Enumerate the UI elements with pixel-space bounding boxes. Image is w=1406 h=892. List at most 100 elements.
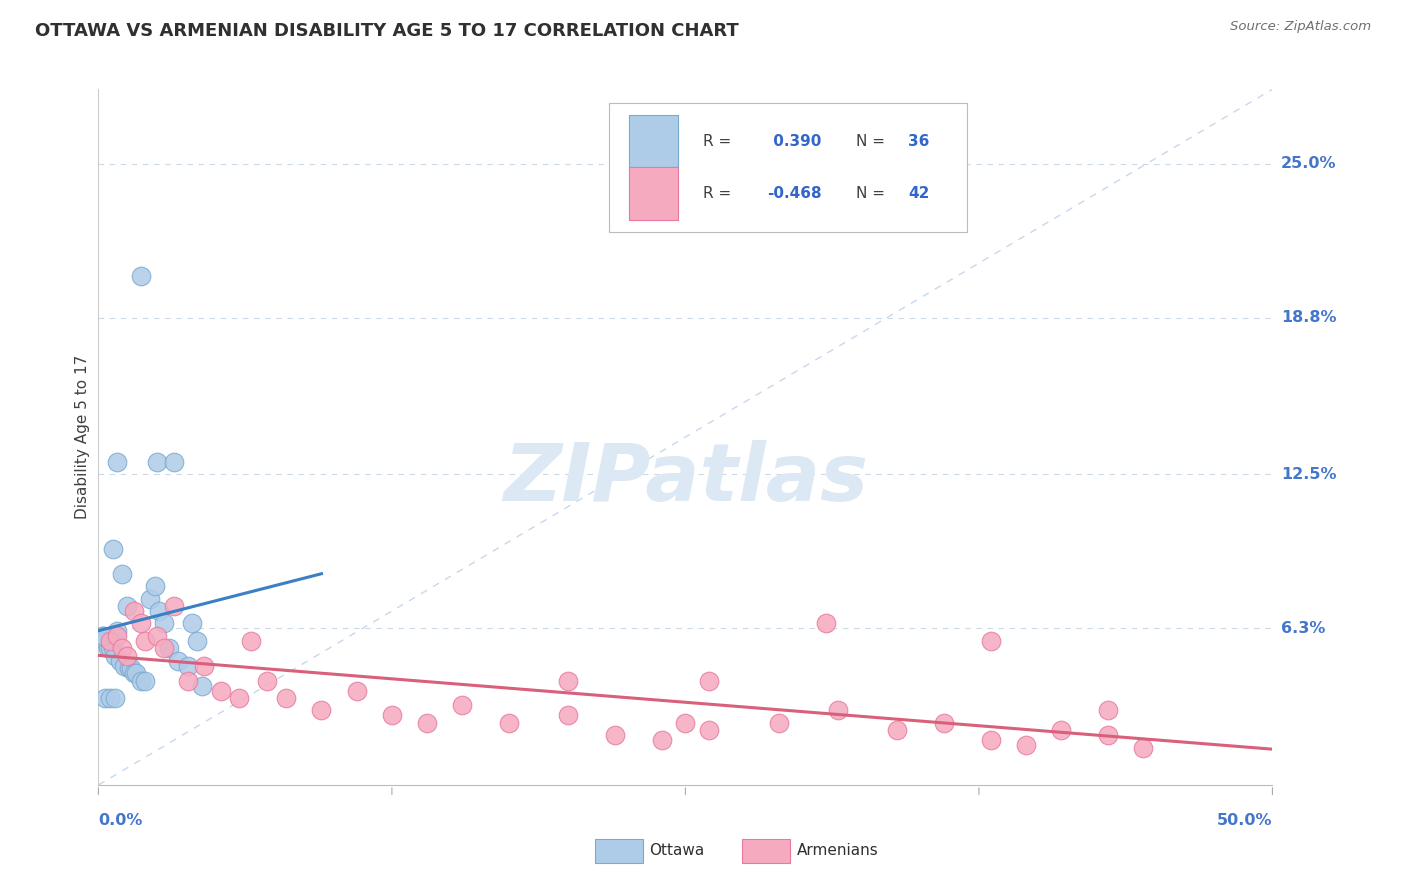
Point bbox=[416, 715, 439, 730]
Point bbox=[1050, 723, 1073, 738]
Point bbox=[129, 673, 152, 688]
Point bbox=[557, 673, 579, 688]
Point bbox=[190, 679, 212, 693]
Point bbox=[346, 683, 368, 698]
Point bbox=[276, 690, 298, 705]
Point bbox=[827, 703, 849, 717]
Point bbox=[125, 666, 148, 681]
Point bbox=[980, 733, 1002, 747]
Point bbox=[111, 566, 134, 581]
Text: ZIPatlas: ZIPatlas bbox=[503, 440, 868, 518]
Point bbox=[98, 690, 121, 705]
Text: Armenians: Armenians bbox=[797, 844, 879, 858]
Point bbox=[256, 673, 278, 688]
Point bbox=[181, 616, 204, 631]
Point bbox=[176, 673, 198, 688]
Point bbox=[98, 633, 121, 648]
Point bbox=[157, 641, 180, 656]
Point bbox=[134, 673, 156, 688]
Point bbox=[97, 641, 120, 656]
Text: 0.0%: 0.0% bbox=[98, 813, 143, 828]
Bar bbox=[628, 115, 678, 168]
Text: 0.390: 0.390 bbox=[768, 134, 821, 149]
Point bbox=[1015, 738, 1038, 752]
Point bbox=[228, 690, 250, 705]
Point bbox=[104, 690, 127, 705]
Point bbox=[91, 629, 114, 643]
Text: 42: 42 bbox=[908, 186, 929, 201]
Point bbox=[120, 661, 142, 675]
Point bbox=[162, 599, 184, 613]
Text: OTTAWA VS ARMENIAN DISABILITY AGE 5 TO 17 CORRELATION CHART: OTTAWA VS ARMENIAN DISABILITY AGE 5 TO 1… bbox=[35, 22, 740, 40]
Point bbox=[209, 683, 232, 698]
Point bbox=[122, 604, 145, 618]
Point bbox=[886, 723, 908, 738]
Point bbox=[105, 624, 128, 638]
Point bbox=[381, 708, 404, 723]
Point bbox=[148, 604, 170, 618]
Text: Ottawa: Ottawa bbox=[650, 844, 704, 858]
Point bbox=[91, 629, 114, 643]
Point bbox=[932, 715, 955, 730]
Point bbox=[115, 648, 138, 663]
Point bbox=[129, 616, 152, 631]
Point bbox=[105, 629, 128, 643]
Point bbox=[451, 698, 474, 713]
Text: 36: 36 bbox=[908, 134, 929, 149]
Point bbox=[311, 703, 333, 717]
Point bbox=[134, 633, 156, 648]
Text: 6.3%: 6.3% bbox=[1281, 621, 1324, 636]
Point bbox=[675, 715, 697, 730]
Point bbox=[153, 616, 176, 631]
Point bbox=[651, 733, 673, 747]
Point bbox=[118, 661, 141, 675]
Point bbox=[122, 666, 145, 681]
Point bbox=[167, 654, 190, 668]
Point bbox=[240, 633, 263, 648]
Point bbox=[186, 633, 208, 648]
Point bbox=[980, 633, 1002, 648]
Text: R =: R = bbox=[703, 134, 731, 149]
Point bbox=[1097, 703, 1119, 717]
Point bbox=[146, 455, 169, 469]
Point bbox=[153, 641, 176, 656]
Point bbox=[94, 690, 117, 705]
Point bbox=[697, 673, 720, 688]
Text: 50.0%: 50.0% bbox=[1218, 813, 1272, 828]
Point bbox=[101, 541, 124, 556]
Point bbox=[94, 633, 117, 648]
Bar bbox=[628, 168, 678, 219]
Text: N =: N = bbox=[856, 186, 884, 201]
Point bbox=[557, 708, 579, 723]
Point bbox=[815, 616, 838, 631]
Point bbox=[105, 455, 128, 469]
Point bbox=[603, 728, 626, 742]
Text: R =: R = bbox=[703, 186, 731, 201]
Point bbox=[176, 658, 198, 673]
Point bbox=[1097, 728, 1119, 742]
Point bbox=[101, 641, 124, 656]
Point bbox=[146, 629, 169, 643]
FancyBboxPatch shape bbox=[609, 103, 967, 232]
Point bbox=[139, 591, 162, 606]
Text: Source: ZipAtlas.com: Source: ZipAtlas.com bbox=[1230, 20, 1371, 33]
Point bbox=[98, 641, 121, 656]
Point bbox=[111, 641, 134, 656]
Text: 12.5%: 12.5% bbox=[1281, 467, 1336, 482]
Point bbox=[112, 658, 135, 673]
Point bbox=[143, 579, 166, 593]
Point bbox=[104, 648, 127, 663]
Text: 18.8%: 18.8% bbox=[1281, 310, 1336, 326]
Point bbox=[115, 599, 138, 613]
Point bbox=[1132, 740, 1154, 755]
Text: 25.0%: 25.0% bbox=[1281, 156, 1336, 171]
Point bbox=[193, 658, 215, 673]
Text: N =: N = bbox=[856, 134, 884, 149]
Point bbox=[768, 715, 790, 730]
Point bbox=[697, 723, 720, 738]
Text: -0.468: -0.468 bbox=[768, 186, 823, 201]
Point bbox=[108, 654, 131, 668]
Point bbox=[498, 715, 520, 730]
Point bbox=[162, 455, 184, 469]
Point bbox=[129, 268, 152, 283]
